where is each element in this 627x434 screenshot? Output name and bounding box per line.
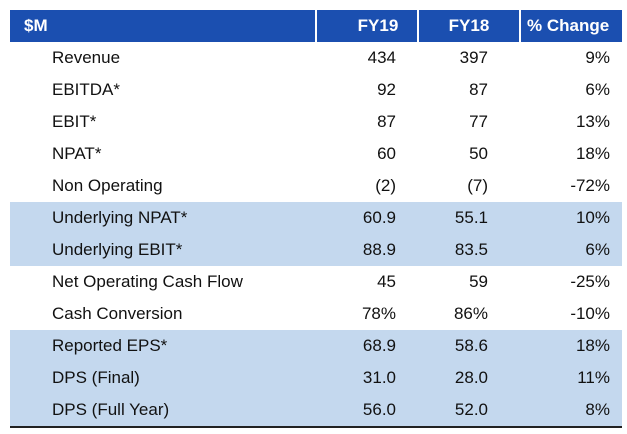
row-label: NPAT* (52, 144, 102, 163)
row-change-value: -10% (570, 304, 610, 323)
row-fy18-value: 397 (459, 48, 488, 67)
row-label: Non Operating (52, 176, 163, 195)
row-change-value: 6% (520, 234, 622, 266)
table-row: Underlying EBIT* 88.9 83.5 6% (10, 234, 622, 266)
row-fy18-value: 52.0 (418, 394, 520, 428)
row-fy19-value: 31.0 (316, 362, 418, 394)
row-fy18-value: 86% (453, 304, 488, 323)
row-fy19-value: 56.0 (316, 394, 418, 428)
row-label: EBITDA* (52, 80, 121, 99)
header-row: $M FY19 FY18 % Change (10, 10, 622, 42)
row-fy19-value: 92 (377, 80, 396, 99)
table-row: Reported EPS* 68.9 58.6 18% (10, 330, 622, 362)
row-fy19-value: 434 (367, 48, 396, 67)
row-fy19-value: 88.9 (316, 234, 418, 266)
table-row: Net Operating Cash Flow 45 59 -25% (10, 266, 622, 298)
row-fy18-value: 28.0 (418, 362, 520, 394)
financial-summary-table: $M FY19 FY18 % Change Revenue 434 397 9% EBI… (10, 10, 622, 428)
table-row: NPAT* 60 50 18% (10, 138, 622, 170)
row-change-value: 10% (520, 202, 622, 234)
row-fy19-value: 60 (377, 144, 396, 163)
row-change-value: 13% (575, 112, 610, 131)
row-fy19-value: 78% (361, 304, 396, 323)
row-fy18-value: (7) (467, 176, 488, 195)
table-body: Revenue 434 397 9% EBITDA* 92 87 6% EBIT* 87 77 13%… (10, 42, 622, 428)
row-fy18-value: 59 (469, 272, 488, 291)
table-row: Cash Conversion 78% 86% -10% (10, 298, 622, 330)
header-fy18: FY18 (418, 10, 521, 42)
row-fy18-value: 87 (469, 80, 488, 99)
table-row: Non Operating (2) (7) -72% (10, 170, 622, 202)
row-label: DPS (Final) (10, 362, 316, 394)
row-fy19-value: 87 (377, 112, 396, 131)
table-row: EBITDA* 92 87 6% (10, 74, 622, 106)
header-change: % Change (520, 10, 622, 42)
row-change-value: 18% (575, 144, 610, 163)
row-fy18-value: 77 (469, 112, 488, 131)
table-row: DPS (Full Year) 56.0 52.0 8% (10, 394, 622, 428)
row-fy19-value: 60.9 (316, 202, 418, 234)
row-label: Revenue (52, 48, 121, 67)
header-label: $M (10, 10, 317, 42)
row-change-value: -72% (570, 176, 610, 195)
row-fy19-value: 68.9 (316, 330, 418, 362)
row-change-value: 11% (520, 362, 622, 394)
row-label: Net Operating Cash Flow (52, 272, 243, 291)
row-change-value: 18% (520, 330, 622, 362)
row-fy18-value: 50 (469, 144, 488, 163)
row-fy18-value: 55.1 (418, 202, 520, 234)
row-change-value: 9% (585, 48, 610, 67)
table-row: Underlying NPAT* 60.9 55.1 10% (10, 202, 622, 234)
row-label: DPS (Full Year) (10, 394, 316, 428)
table-row: DPS (Final) 31.0 28.0 11% (10, 362, 622, 394)
row-change-value: 6% (585, 80, 610, 99)
row-change-value: -25% (570, 272, 610, 291)
table-row: Revenue 434 397 9% (10, 42, 622, 74)
row-fy19-value: (2) (375, 176, 396, 195)
row-fy19-value: 45 (377, 272, 396, 291)
row-label: Underlying NPAT* (10, 202, 316, 234)
row-fy18-value: 83.5 (418, 234, 520, 266)
row-label: Cash Conversion (52, 304, 183, 323)
row-label: Reported EPS* (10, 330, 316, 362)
row-label: EBIT* (52, 112, 97, 131)
row-fy18-value: 58.6 (418, 330, 520, 362)
row-label: Underlying EBIT* (10, 234, 316, 266)
table-row: EBIT* 87 77 13% (10, 106, 622, 138)
row-change-value: 8% (520, 394, 622, 428)
header-fy19: FY19 (316, 10, 419, 42)
